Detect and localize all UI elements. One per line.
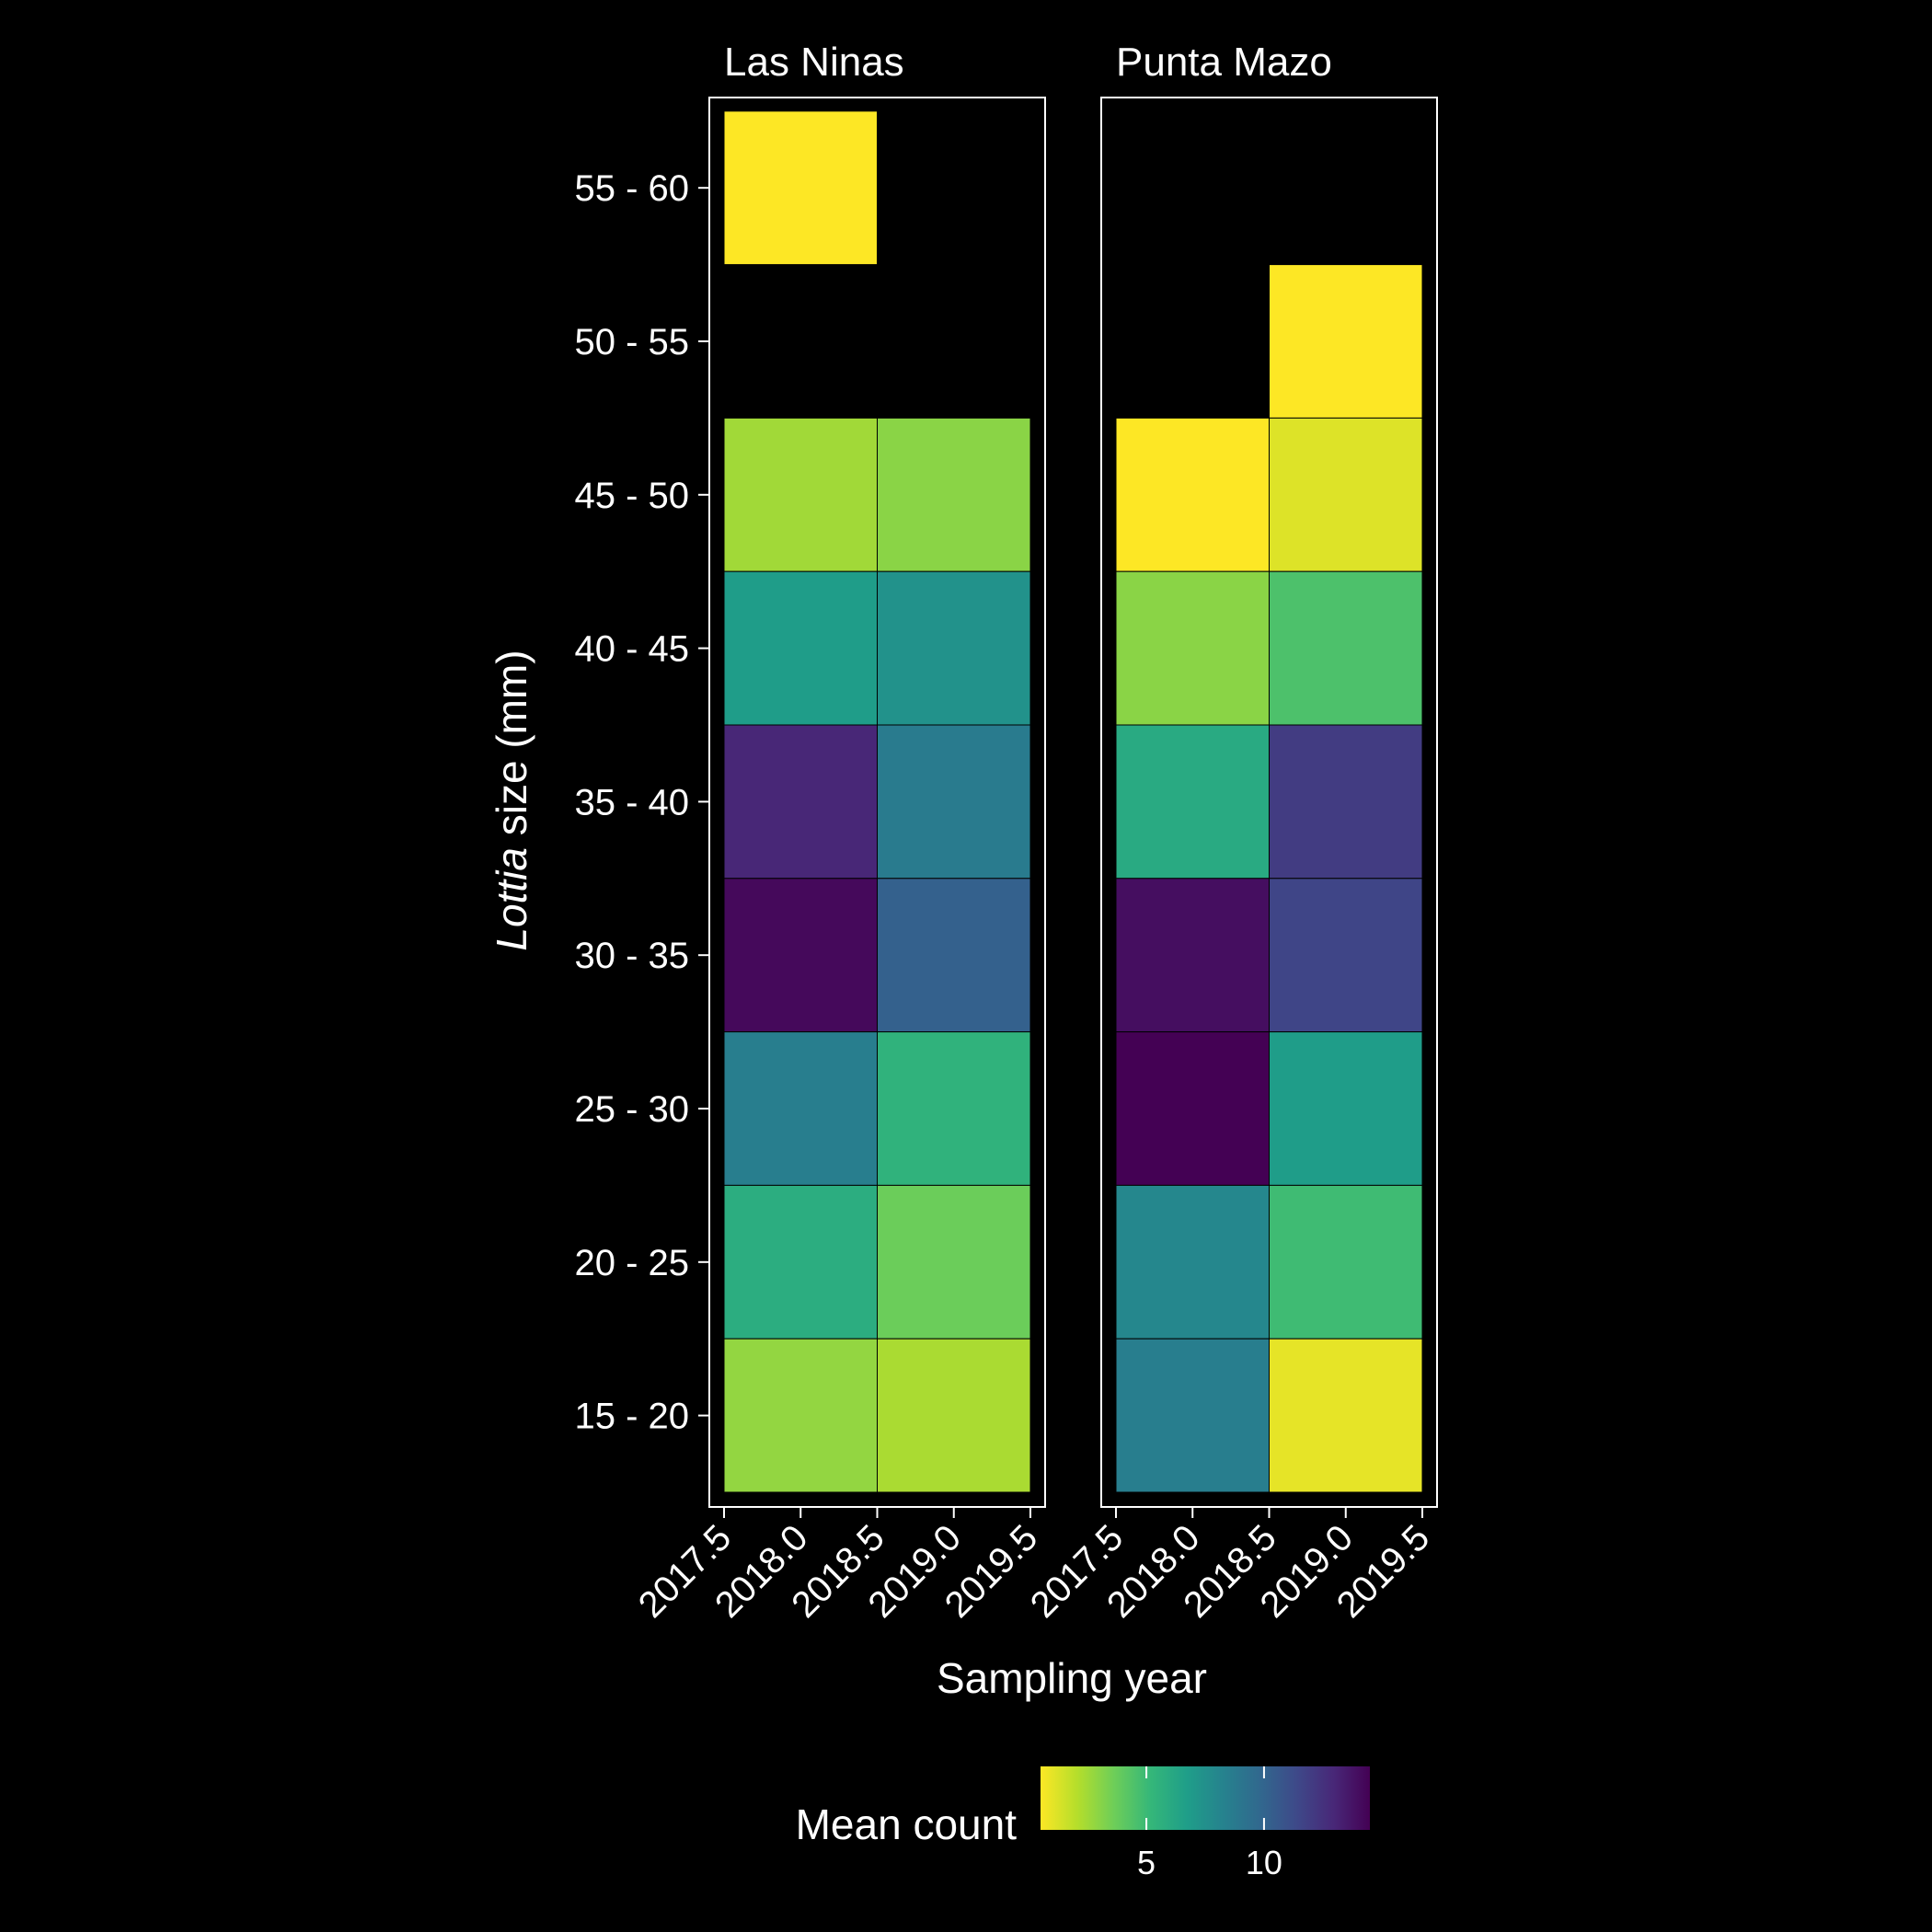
heatmap-cell: [723, 570, 878, 726]
legend-tick-label: 10: [1246, 1844, 1282, 1881]
heatmap-cell: [877, 1338, 1031, 1493]
heatmap-cell: [1269, 570, 1423, 726]
heatmap-cell: [1269, 878, 1423, 1033]
heatmap-cell: [1269, 417, 1423, 572]
heatmap-cell: [1115, 878, 1270, 1033]
heatmap-cell: [877, 417, 1031, 572]
y-axis-title: Lottia size (mm): [488, 650, 535, 950]
heatmap-cell: [877, 1184, 1031, 1340]
heatmap-cell: [877, 878, 1031, 1033]
y-tick-label: 50 - 55: [574, 322, 689, 362]
heatmap-cell: [723, 417, 878, 572]
panels-layer: Las Ninas2017.52018.02018.52019.02019.5P…: [631, 40, 1438, 1626]
heatmap-cell: [877, 570, 1031, 726]
legend-colorbar: [1041, 1766, 1370, 1830]
y-tick-label: 15 - 20: [574, 1397, 689, 1437]
y-tick-label: 30 - 35: [574, 936, 689, 976]
heatmap-cell: [1115, 1031, 1270, 1186]
heatmap-cell: [1115, 417, 1270, 572]
legend: Mean count 5 10: [796, 1766, 1370, 1881]
heatmap-cell: [723, 724, 878, 880]
heatmap-cell: [723, 1338, 878, 1493]
y-axis-title-italic: Lottia: [488, 847, 535, 951]
x-axis-title: Sampling year: [937, 1654, 1207, 1702]
heatmap-cell: [723, 1031, 878, 1186]
y-tick-label: 20 - 25: [574, 1243, 689, 1283]
heatmap-cell: [723, 878, 878, 1033]
y-axis-title-rest: size (mm): [488, 650, 535, 847]
heatmap-cell: [1115, 570, 1270, 726]
panel-strip-label: Las Ninas: [724, 40, 904, 85]
y-tick-label: 45 - 50: [574, 476, 689, 516]
heatmap-cell: [723, 110, 878, 266]
heatmap-cell: [1269, 724, 1423, 880]
heatmap-cell: [877, 724, 1031, 880]
y-tick-label: 55 - 60: [574, 168, 689, 209]
heatmap-cell: [1269, 264, 1423, 419]
y-tick-label: 25 - 30: [574, 1089, 689, 1130]
heatmap-cell: [1269, 1338, 1423, 1493]
heatmap-cell: [1269, 1031, 1423, 1186]
heatmap-cell: [877, 1031, 1031, 1186]
legend-title: Mean count: [796, 1800, 1018, 1848]
heatmap-cell: [723, 1184, 878, 1340]
y-tick-label: 35 - 40: [574, 782, 689, 822]
heatmap-cell: [1115, 1338, 1270, 1493]
heatmap-cell: [1115, 1184, 1270, 1340]
legend-ticks: 5 10: [1137, 1766, 1282, 1881]
panel-strip-label: Punta Mazo: [1116, 40, 1332, 85]
legend-tick-label: 5: [1137, 1844, 1156, 1881]
y-axis: 15 - 20 20 - 25 25 - 30 30 - 35 35 - 40 40 - …: [574, 168, 709, 1437]
heatmap-cell: [1269, 1184, 1423, 1340]
y-tick-label: 40 - 45: [574, 629, 689, 670]
heatmap-cell: [1115, 724, 1270, 880]
